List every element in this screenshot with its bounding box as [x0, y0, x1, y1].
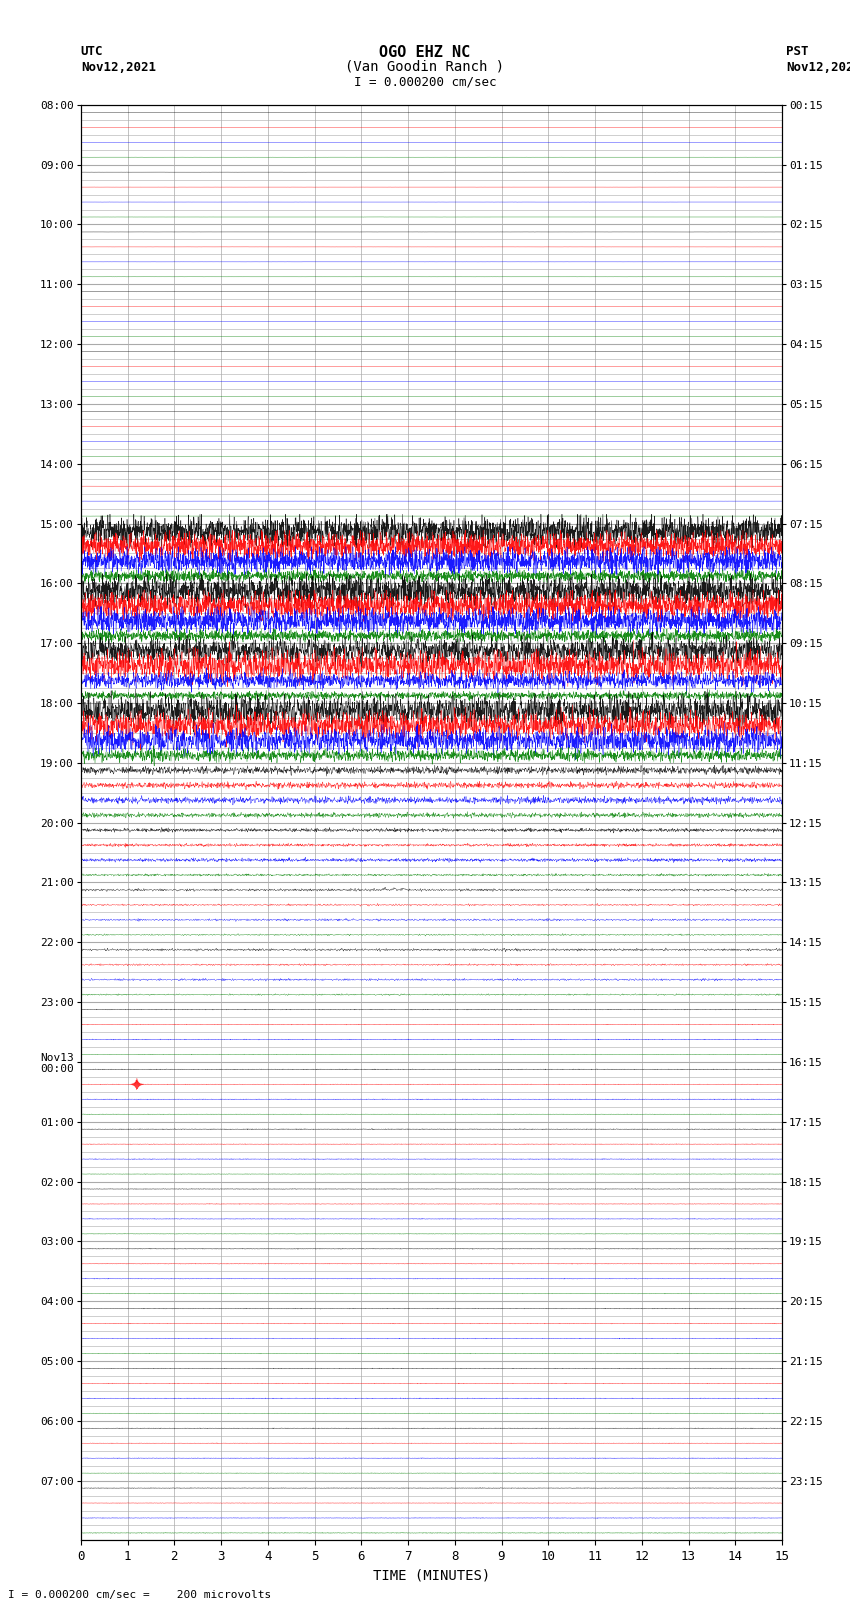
Text: I = 0.000200 cm/sec: I = 0.000200 cm/sec [354, 76, 496, 89]
Text: (Van Goodin Ranch ): (Van Goodin Ranch ) [345, 60, 505, 74]
Text: Nov12,2021: Nov12,2021 [81, 61, 156, 74]
Text: UTC: UTC [81, 45, 103, 58]
Text: I = 0.000200 cm/sec =    200 microvolts: I = 0.000200 cm/sec = 200 microvolts [8, 1590, 272, 1600]
Text: Nov12,2021: Nov12,2021 [786, 61, 850, 74]
X-axis label: TIME (MINUTES): TIME (MINUTES) [373, 1569, 490, 1582]
Text: PST: PST [786, 45, 808, 58]
Text: OGO EHZ NC: OGO EHZ NC [379, 45, 471, 60]
